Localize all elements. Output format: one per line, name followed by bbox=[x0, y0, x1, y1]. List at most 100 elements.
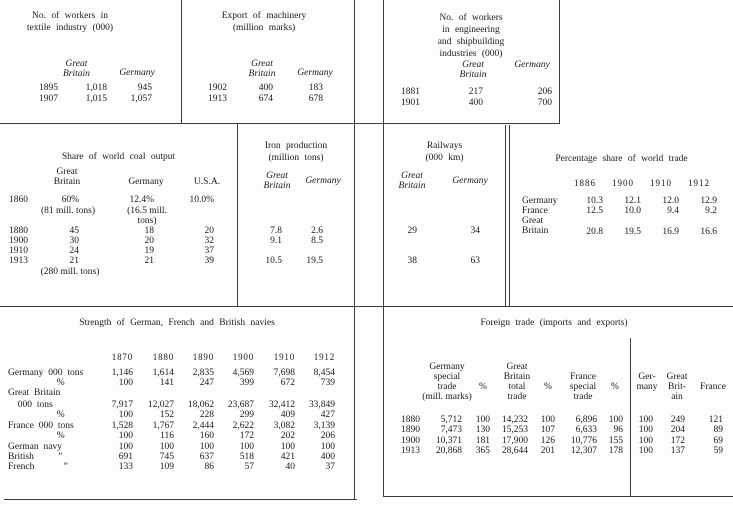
column-header-great-britain: Great Britain bbox=[263, 171, 291, 191]
value-cell: 421 bbox=[280, 452, 295, 462]
value-cell: 130 bbox=[475, 425, 490, 435]
divider bbox=[0, 306, 733, 307]
value-cell: 6,633 bbox=[575, 425, 597, 435]
value-cell: 100 bbox=[638, 436, 653, 446]
table-title: Strength of German, French and British n… bbox=[79, 318, 275, 328]
gb-value-cell: 21 bbox=[69, 256, 80, 266]
engineering-workers-table: No. of workers in engineering and shipbu… bbox=[383, 0, 559, 124]
value-cell: 100 bbox=[199, 442, 214, 452]
coal-output-table: Share of world coal output Great Britain… bbox=[0, 125, 237, 306]
table-row: British ” 691 745 637 518 421 400 bbox=[0, 452, 354, 463]
year-cell: 1900 bbox=[9, 236, 28, 246]
value-cell: 637 bbox=[199, 452, 214, 462]
value-cell: 100 bbox=[118, 431, 133, 441]
value-cell: 15,253 bbox=[501, 425, 528, 435]
year-header-row: 1886 1900 1910 1912 bbox=[510, 178, 733, 189]
year-header: 1910 bbox=[273, 352, 295, 362]
value-cell: 155 bbox=[608, 436, 623, 446]
value-cell: 202 bbox=[280, 431, 295, 441]
row-label: British ” bbox=[8, 452, 63, 462]
value-cell: 100 bbox=[638, 446, 653, 456]
divider bbox=[384, 496, 733, 497]
table-row: 1860 60% 12.4% 10.0% bbox=[0, 195, 237, 206]
machinery-export-table: Export of machinery (million marks) Grea… bbox=[181, 0, 354, 123]
column-header-usa: U.S.A. bbox=[193, 177, 221, 187]
value-cell: 365 bbox=[475, 446, 490, 456]
year-header-row: 1870 1880 1890 1900 1910 1912 bbox=[0, 352, 354, 363]
divider bbox=[509, 125, 510, 307]
column-header-great-britain: Great Britain bbox=[0, 59, 90, 79]
value-cell: 400 bbox=[320, 452, 335, 462]
value-cell: 100 bbox=[118, 410, 133, 420]
header-row: Germany bbox=[0, 68, 181, 79]
germany-value-cell: 945 bbox=[137, 83, 152, 93]
table-row: German navy 100 100 100 100 100 100 bbox=[0, 442, 354, 453]
row-label: Great Britain bbox=[522, 216, 549, 236]
usa-value-cell: 39 bbox=[204, 256, 215, 266]
value-cell: 116 bbox=[160, 431, 174, 441]
value-cell: 126 bbox=[540, 436, 555, 446]
value-cell: 247 bbox=[199, 378, 214, 388]
germany-value-cell: 678 bbox=[308, 94, 323, 104]
value-cell: 100 bbox=[280, 442, 295, 452]
value-cell: 172 bbox=[239, 431, 254, 441]
value-cell: 18,062 bbox=[187, 400, 214, 410]
value-cell: 10.3 bbox=[586, 196, 603, 206]
value-cell: 17,900 bbox=[501, 436, 528, 446]
table-row: 1900 10,371 181 17,900 126 10,776 155 10… bbox=[384, 436, 733, 447]
value-cell: 12.5 bbox=[586, 206, 603, 216]
table-row: Germany 000 tons 1,146 1,614 2,835 4,569… bbox=[0, 368, 354, 379]
value-cell: 109 bbox=[159, 462, 174, 472]
value-cell: 181 bbox=[475, 436, 490, 446]
column-header-france-index: France bbox=[700, 382, 726, 392]
germany-value-cell: 12.4% bbox=[129, 195, 154, 205]
usa-value-cell: 37 bbox=[204, 246, 215, 256]
value-cell: 69 bbox=[713, 436, 724, 446]
gb-value-cell: 24 bbox=[69, 246, 80, 256]
gb-value-cell: 1,015 bbox=[85, 94, 107, 104]
table-row: 1902 400 183 bbox=[181, 83, 354, 94]
value-cell: 739 bbox=[320, 378, 335, 388]
column-header-great-britain: Great Britain bbox=[398, 171, 426, 191]
table-row: 1913 21 21 39 bbox=[0, 256, 237, 267]
year-cell: 1907 bbox=[39, 94, 58, 104]
table-row: 38 63 bbox=[384, 256, 505, 267]
value-cell: 3,082 bbox=[273, 421, 295, 431]
gb-value-cell: 38 bbox=[407, 256, 418, 266]
usa-value-cell: 32 bbox=[204, 236, 215, 246]
value-cell: 6,896 bbox=[575, 415, 597, 425]
table-row: France 12.5 10.0 9.4 9.2 bbox=[510, 206, 733, 217]
table-row: 1880 45 18 20 bbox=[0, 226, 237, 237]
year-header: 1870 bbox=[111, 352, 133, 362]
column-header-germany: Germany bbox=[514, 60, 550, 70]
table-row: French ” 133 109 86 57 40 37 bbox=[0, 462, 354, 473]
table-row: 1901 400 700 bbox=[383, 98, 559, 109]
foreign-trade-table: Foreign trade (imports and exports) Germ… bbox=[384, 307, 733, 497]
table-row: 7.8 2.6 bbox=[238, 226, 354, 237]
divider bbox=[559, 0, 560, 124]
value-cell: 100 bbox=[540, 415, 555, 425]
value-cell: 28,644 bbox=[501, 446, 528, 456]
value-cell: 299 bbox=[239, 410, 254, 420]
value-cell: 10,371 bbox=[435, 436, 462, 446]
table-title: Percentage share of world trade bbox=[555, 154, 688, 164]
column-header-germany: Germany bbox=[119, 68, 155, 78]
usa-value-cell: 20 bbox=[204, 226, 215, 236]
year-header: 1890 bbox=[192, 352, 214, 362]
column-header-text: Great Britain bbox=[63, 59, 90, 79]
value-cell: 100 bbox=[638, 425, 653, 435]
germany-value-cell: 700 bbox=[537, 98, 552, 108]
table-title: Iron production (million tons) bbox=[264, 141, 328, 163]
germany-value-cell: 206 bbox=[537, 87, 552, 97]
value-cell: 100 bbox=[475, 415, 490, 425]
value-cell: 9.2 bbox=[705, 206, 717, 216]
column-header-percent: % bbox=[611, 382, 619, 392]
table-row: 1895 1,018 945 bbox=[0, 83, 181, 94]
gb-value-cell: 400 bbox=[258, 83, 273, 93]
value-cell: 32,412 bbox=[268, 400, 295, 410]
germany-value-cell: 1,057 bbox=[130, 94, 152, 104]
gb-value-cell: 674 bbox=[258, 94, 273, 104]
value-cell: 201 bbox=[540, 446, 555, 456]
column-header-gb-total-trade: Great Britain total trade bbox=[503, 362, 531, 402]
column-header-percent: % bbox=[479, 382, 487, 392]
